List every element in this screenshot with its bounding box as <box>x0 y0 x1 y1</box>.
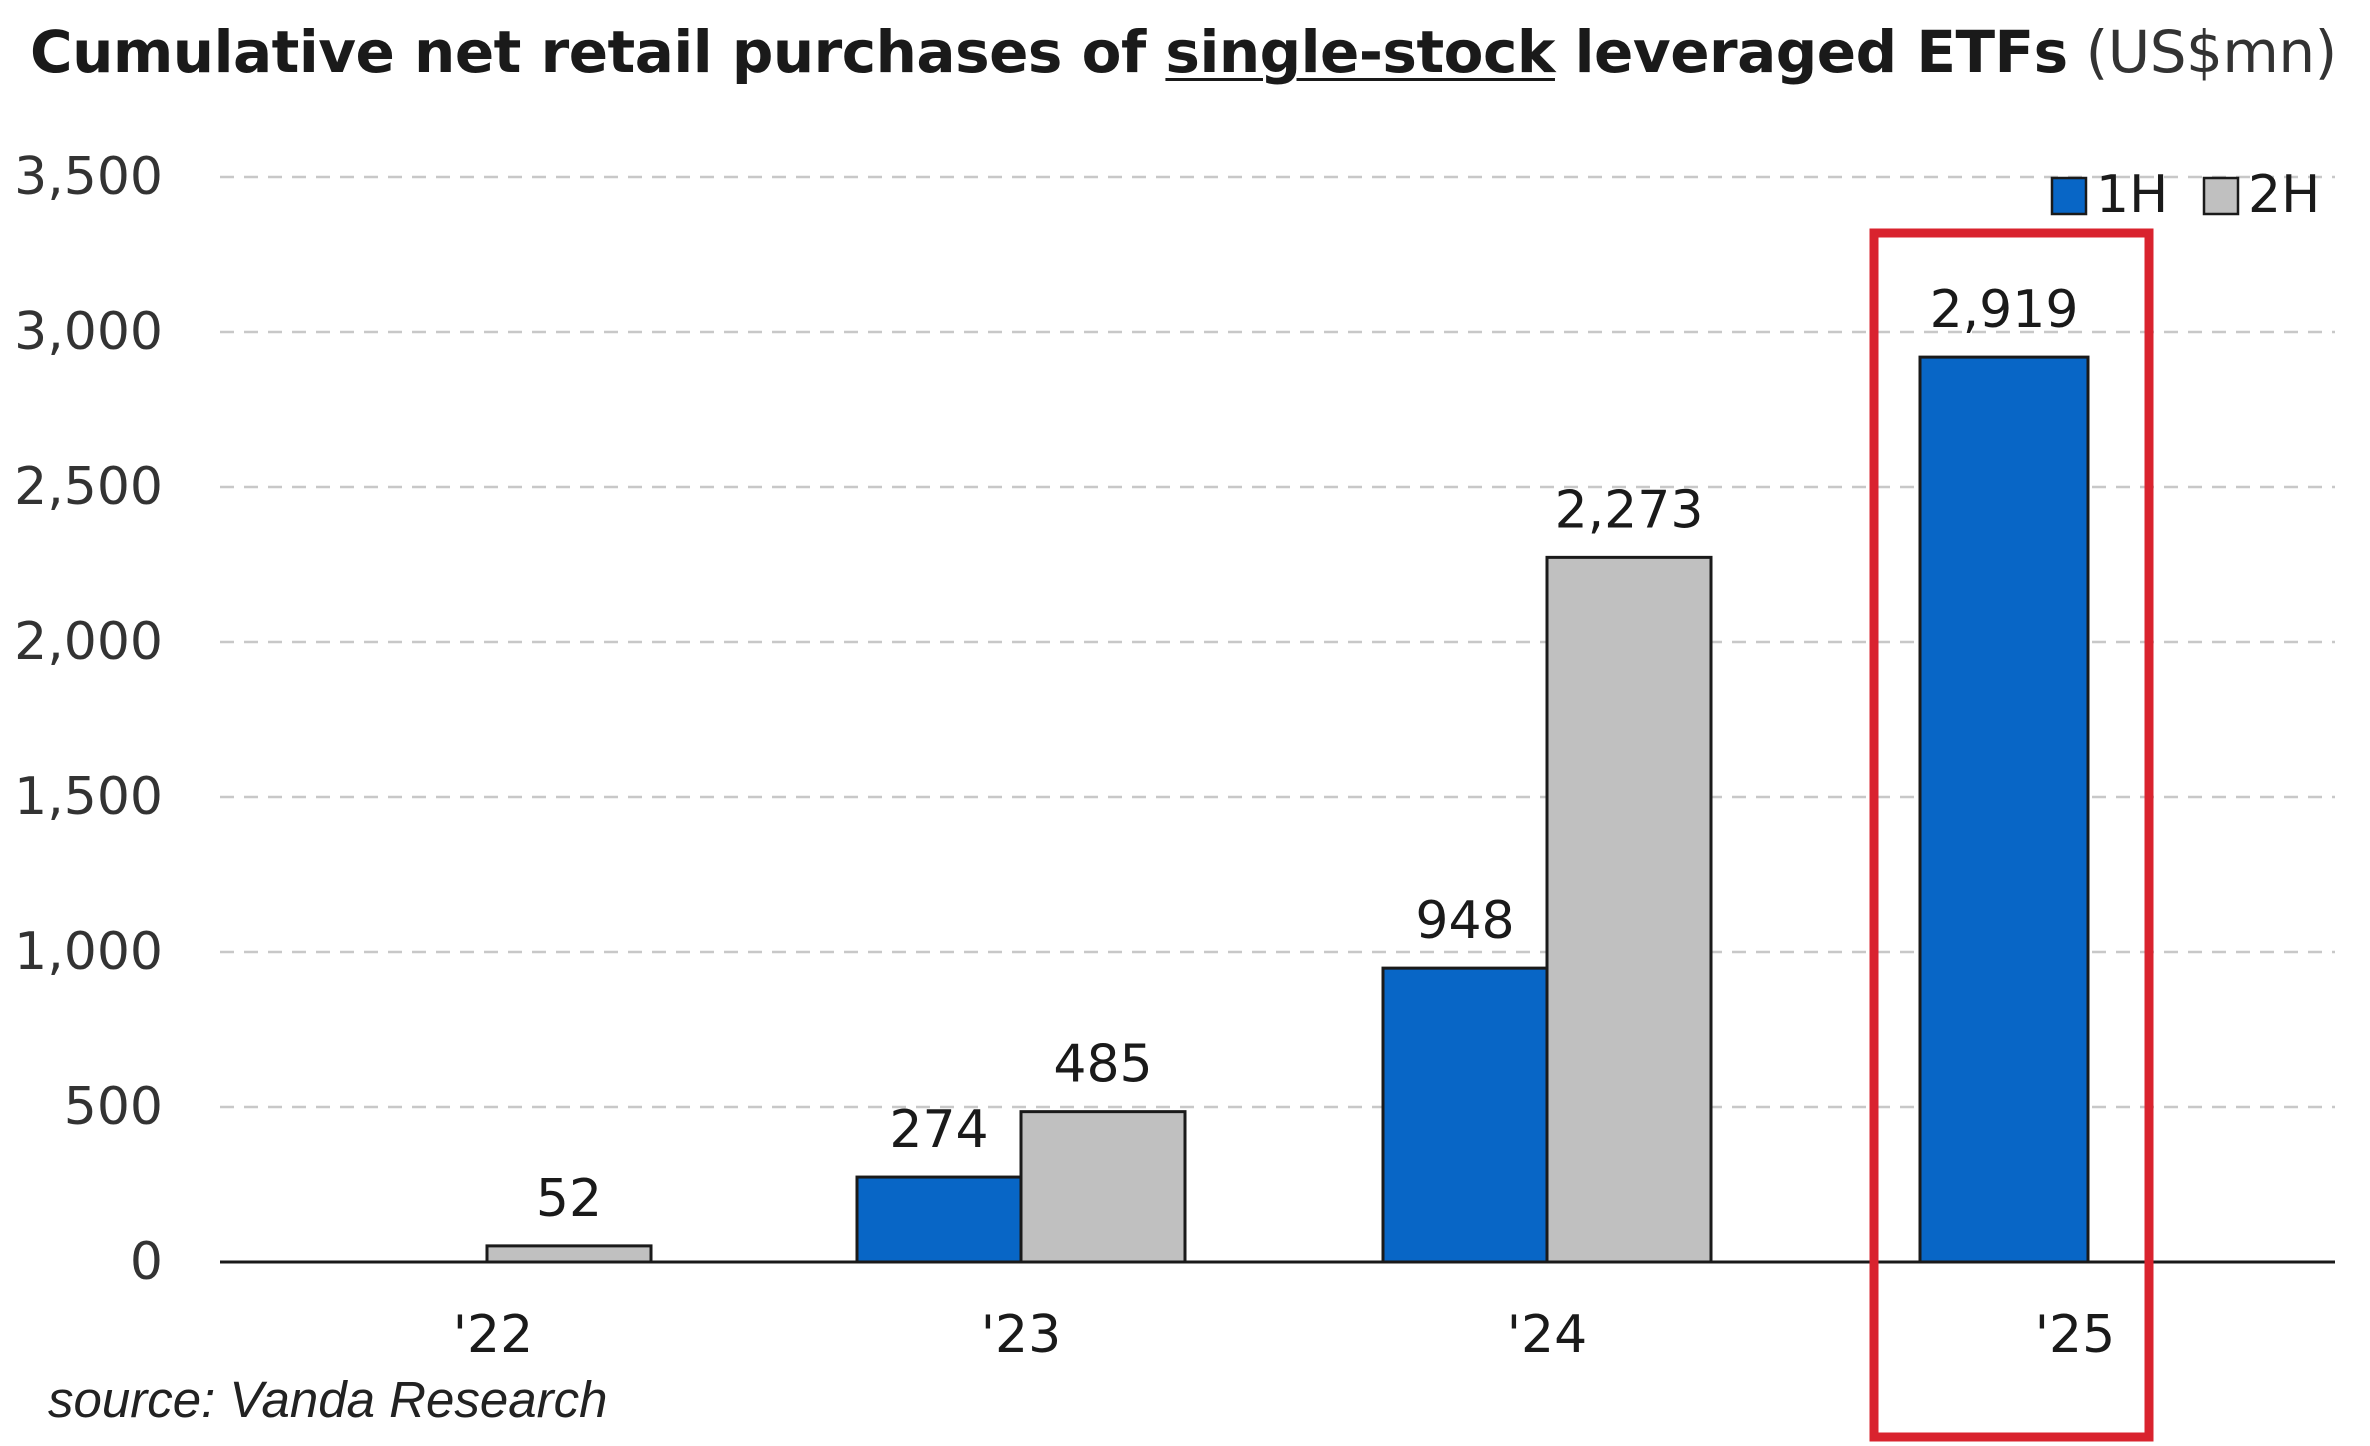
bars <box>485 355 2090 1264</box>
source-note: source: Vanda Research <box>48 1371 608 1428</box>
bar-2h-23 <box>1019 1110 1187 1264</box>
legend-label-2h: 2H <box>2248 165 2320 225</box>
bar-1h-24 <box>1381 966 1549 1264</box>
legend-label-1h: 1H <box>2096 165 2168 225</box>
y-tick-label: 3,000 <box>14 302 163 362</box>
bar-2h-22 <box>485 1244 653 1264</box>
highlight <box>1869 228 2154 1442</box>
x-tick-label: '23 <box>981 1305 1061 1365</box>
title-part-1: Cumulative net retail purchases of <box>30 18 1166 86</box>
title-part-3: leveraged ETFs <box>1554 18 2068 86</box>
page-title: Cumulative net retail purchases of singl… <box>30 18 2337 86</box>
x-tick-label: '22 <box>453 1305 533 1365</box>
y-tick-label: 2,500 <box>14 457 163 517</box>
title-part-4: (US$mn) <box>2067 18 2338 86</box>
data-label: 2,273 <box>1555 480 1704 540</box>
legend-swatch-1h <box>2050 176 2088 216</box>
x-tick-label: '25 <box>2035 1305 2115 1365</box>
y-tick-label: 2,000 <box>14 612 163 672</box>
title-part-2: single-stock <box>1165 18 1555 86</box>
data-label: 52 <box>536 1169 602 1229</box>
data-label: 2,919 <box>1930 280 2079 340</box>
bar-1h-25 <box>1918 355 2090 1264</box>
bar-1h-23 <box>855 1175 1023 1264</box>
highlight-box <box>1869 228 2154 1442</box>
data-label: 485 <box>1053 1035 1152 1095</box>
data-label: 274 <box>889 1100 988 1160</box>
data-label: 948 <box>1415 891 1514 951</box>
y-tick-label: 500 <box>64 1077 163 1137</box>
axes: 0 500 1,000 1,500 2,000 2,500 3,000 3,500 '22 '23… <box>14 147 2335 1365</box>
y-tick-label: 1,000 <box>14 922 163 982</box>
x-tick-label: '24 <box>1507 1305 1587 1365</box>
legend-swatch-2h <box>2202 176 2240 216</box>
legend: 1H 2H <box>2050 165 2320 225</box>
y-tick-label: 0 <box>130 1232 163 1292</box>
y-tick-label: 1,500 <box>14 767 163 827</box>
y-tick-label: 3,500 <box>14 147 163 207</box>
data-labels: 52 274 485 948 2,273 2,919 <box>536 280 2079 1229</box>
bar-2h-24 <box>1545 555 1713 1264</box>
